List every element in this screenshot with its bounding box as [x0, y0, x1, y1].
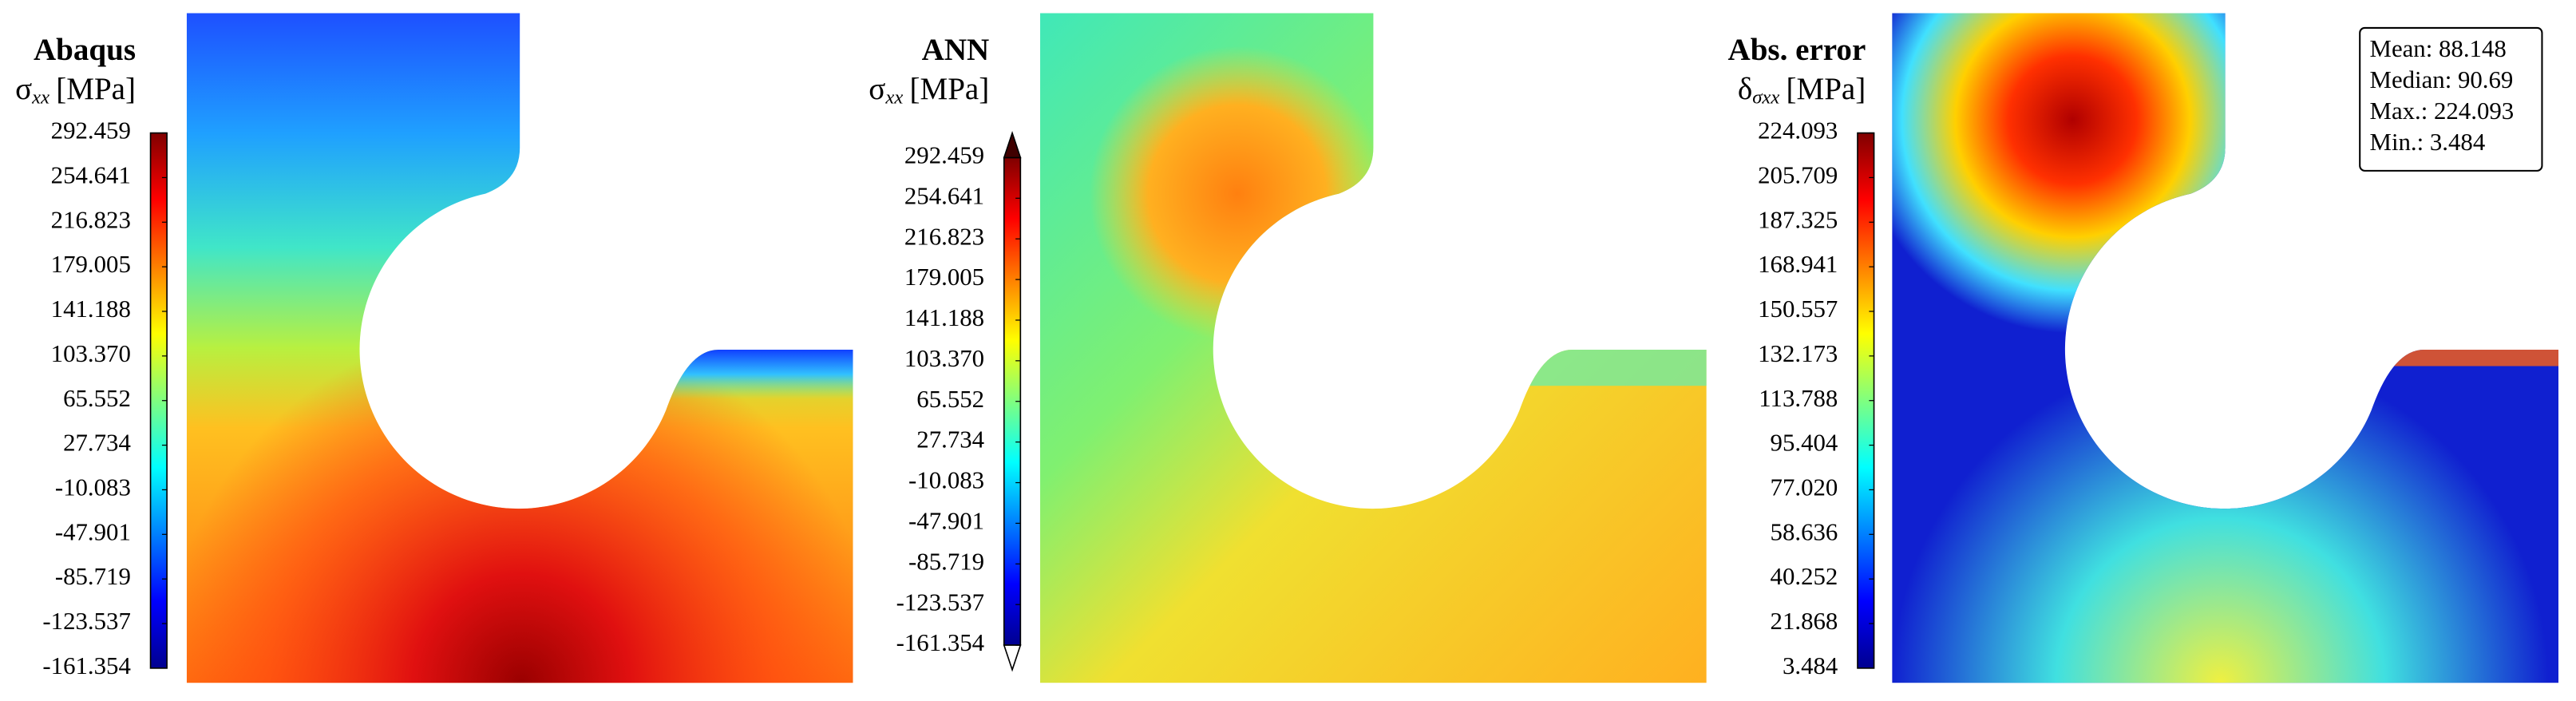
tick-label: 27.734 — [63, 430, 131, 457]
tick-label: -85.719 — [908, 548, 984, 575]
label-symbol: δ — [1738, 72, 1752, 106]
tick-label: 205.709 — [1758, 161, 1838, 188]
colorbar-label: δσxx [MPa] — [1738, 72, 1866, 108]
field-abaqus — [186, 13, 853, 683]
tick-label: -123.537 — [42, 608, 130, 635]
tick-label: -161.354 — [896, 629, 984, 656]
tick-label: -85.719 — [55, 563, 131, 590]
label-subscript: xx — [884, 86, 903, 108]
tick-label: 254.641 — [904, 182, 984, 209]
label-symbol: σ — [15, 72, 32, 106]
label-subscript: xx — [31, 86, 49, 108]
stats-line: Max.: 224.093 — [2370, 97, 2515, 125]
tick-label: 179.005 — [51, 251, 131, 278]
panel-title: ANN — [922, 33, 990, 67]
label-unit: [MPa] — [56, 72, 136, 106]
panel-title: Abs. error — [1728, 33, 1866, 67]
tick-label: 254.641 — [51, 161, 131, 188]
colorbar-label: σxx [MPa] — [869, 72, 989, 108]
stats-line: Mean: 88.148 — [2370, 35, 2507, 62]
colorbar-label: σxx [MPa] — [15, 72, 136, 108]
tick-label: 113.788 — [1759, 385, 1838, 412]
tick-label: 132.173 — [1758, 340, 1838, 367]
tick-label: 168.941 — [1758, 251, 1838, 278]
stats-line: Min.: 3.484 — [2370, 129, 2486, 156]
tick-label: 65.552 — [63, 385, 131, 412]
field-ann — [1040, 13, 1707, 683]
tick-label: 179.005 — [904, 263, 984, 291]
panel-title: Abaqus — [34, 33, 136, 67]
tick-label: -161.354 — [42, 652, 130, 679]
label-symbol: σ — [869, 72, 885, 106]
tick-label: 21.868 — [1771, 608, 1838, 635]
tick-label: -47.901 — [55, 518, 131, 545]
tick-label: 292.459 — [904, 141, 984, 168]
tick-label: 141.188 — [51, 295, 131, 323]
tick-label: -10.083 — [908, 467, 984, 494]
tick-label: 95.404 — [1771, 430, 1838, 457]
colorbar-extend-max — [1003, 130, 1022, 159]
tick-label: 58.636 — [1771, 518, 1838, 545]
label-subscript: σxx — [1752, 86, 1779, 108]
tick-label: 103.370 — [904, 345, 984, 372]
tick-label: 224.093 — [1758, 117, 1838, 145]
tick-label: -10.083 — [55, 474, 131, 501]
tick-label: 40.252 — [1771, 563, 1838, 590]
tick-label: 187.325 — [1758, 206, 1838, 233]
tick-label: 65.552 — [916, 386, 984, 413]
tick-label: 103.370 — [51, 340, 131, 367]
tick-label: 216.823 — [51, 206, 131, 233]
tick-label: 141.188 — [904, 304, 984, 331]
stats-box — [2359, 26, 2543, 172]
tick-label: 27.734 — [916, 426, 984, 453]
stats-line: Median: 90.69 — [2370, 66, 2514, 93]
tick-label: 150.557 — [1758, 295, 1838, 323]
colorbar-extend-min — [1003, 644, 1022, 672]
tick-label: -47.901 — [908, 507, 984, 534]
tick-label: 292.459 — [51, 117, 131, 145]
label-unit: [MPa] — [1787, 72, 1866, 106]
tick-label: 216.823 — [904, 223, 984, 250]
tick-label: 77.020 — [1771, 474, 1838, 501]
tick-label: 3.484 — [1783, 652, 1838, 679]
tick-label: -123.537 — [896, 588, 984, 616]
label-unit: [MPa] — [909, 72, 989, 106]
